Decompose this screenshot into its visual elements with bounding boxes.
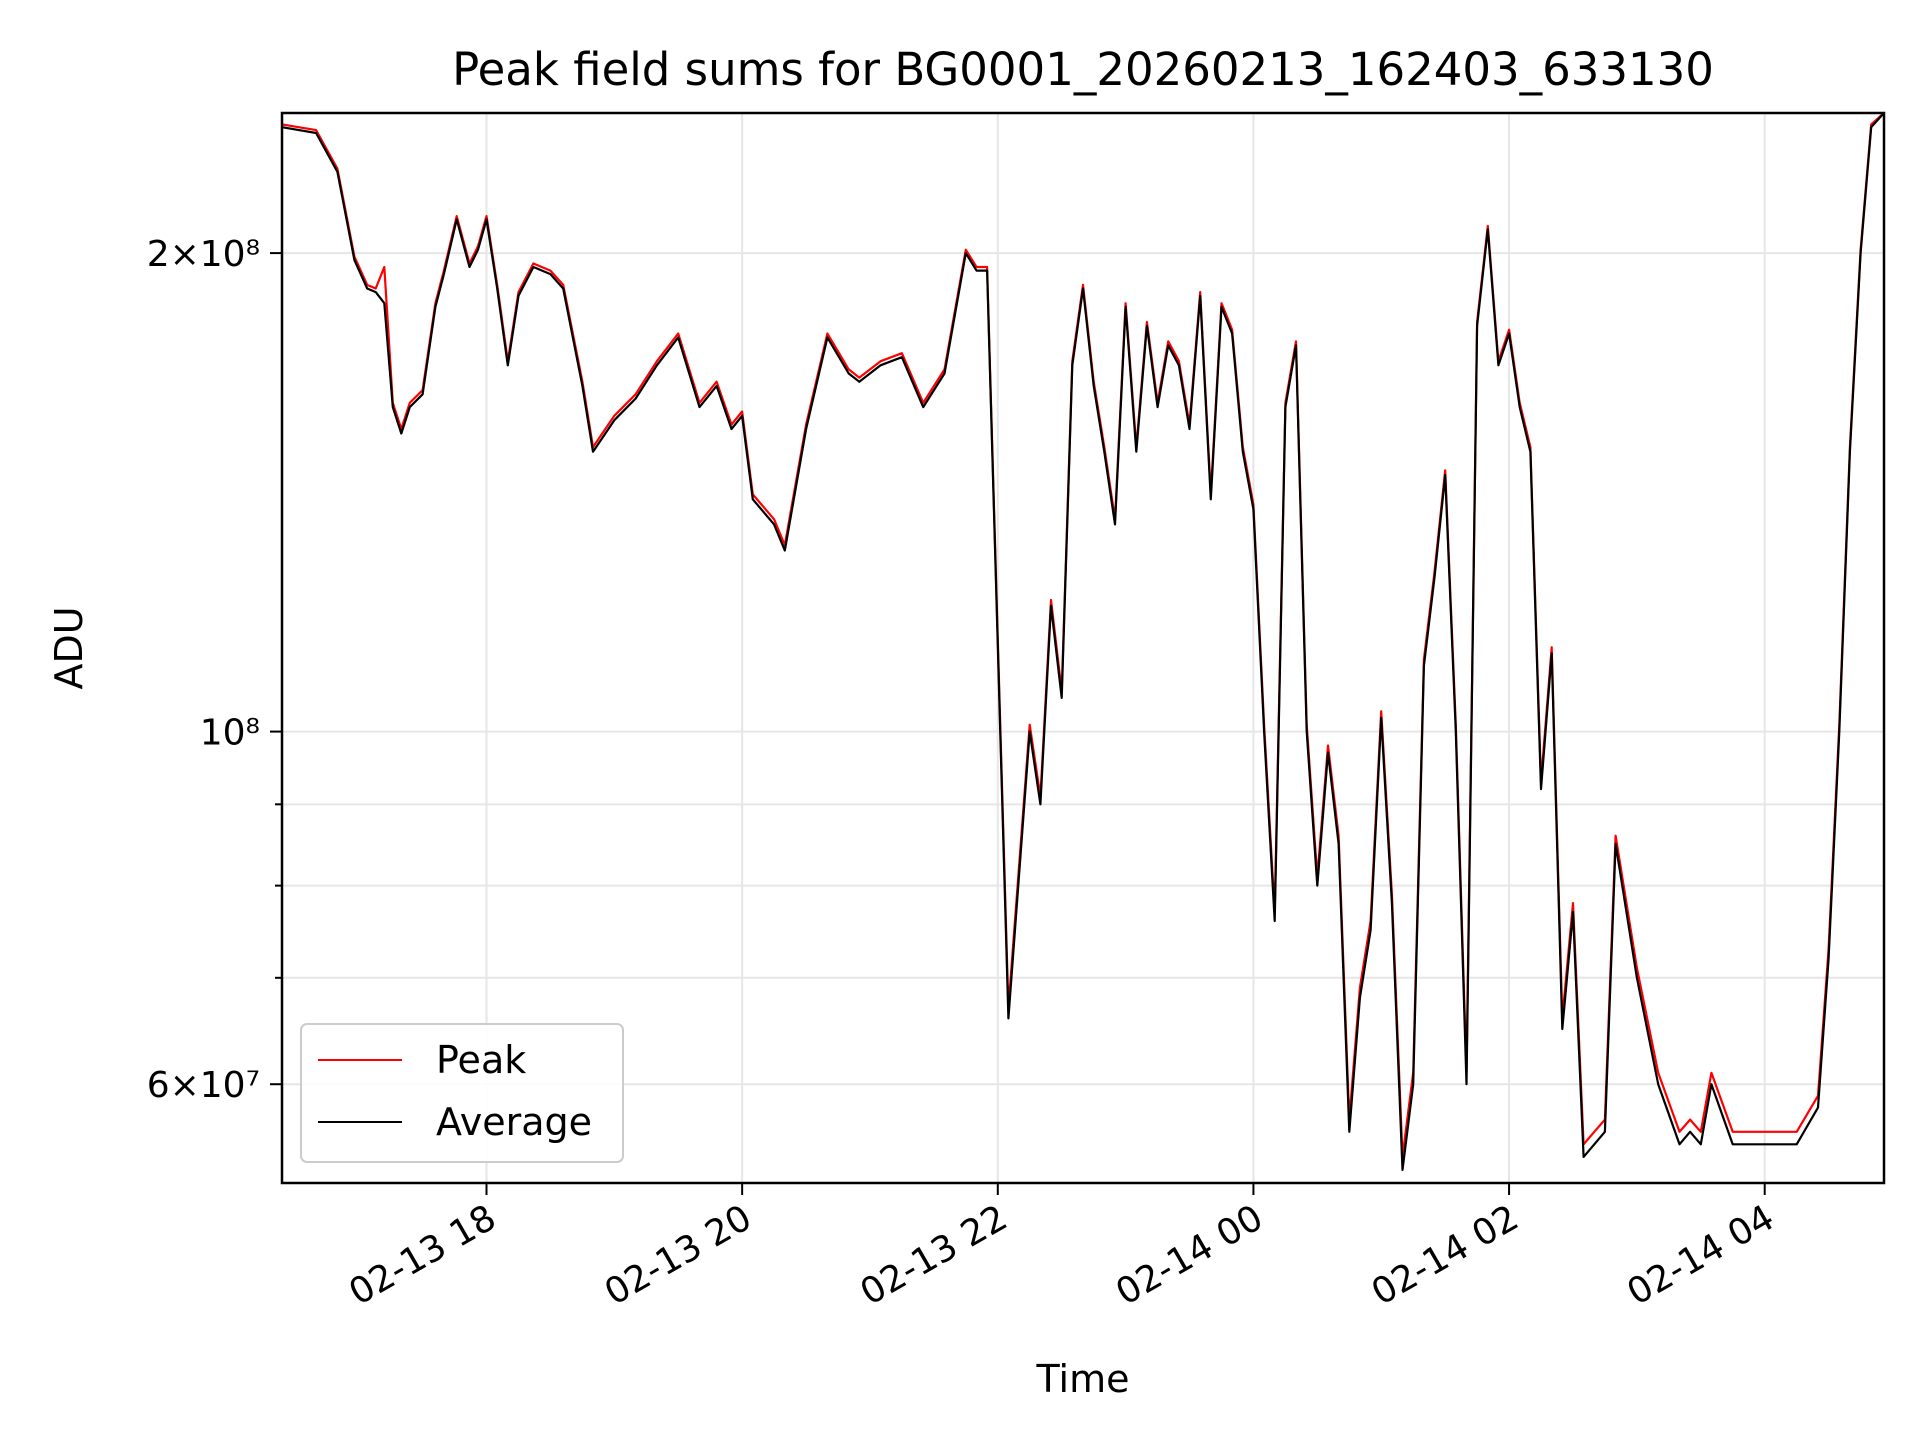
x-tick-label-1: 02-13 20 [598, 1197, 759, 1313]
series-layer [281, 112, 1885, 1172]
y-tick-label-2: 2×10⁸ [147, 234, 260, 275]
x-tick-label-4: 02-14 02 [1365, 1197, 1526, 1313]
legend-average-label: Average [436, 1100, 592, 1144]
grid [282, 113, 1884, 1183]
x-tick-label-0: 02-13 18 [342, 1197, 503, 1313]
plot-frame [280, 111, 1886, 1185]
legend: Peak Average [300, 1023, 624, 1163]
y-axis-label: ADU [47, 606, 91, 689]
y-tick-label-1: 10⁸ [200, 713, 260, 754]
x-tick-label-3: 02-14 00 [1109, 1197, 1270, 1313]
legend-peak-label: Peak [436, 1038, 526, 1082]
x-axis-label: Time [1036, 1357, 1130, 1401]
series-peak-line [281, 112, 1885, 1159]
y-tick-label-0: 6×10⁷ [147, 1065, 260, 1106]
x-tick-label-5: 02-14 04 [1621, 1197, 1782, 1313]
chart-title: Peak field sums for BG0001_20260213_1624… [452, 43, 1714, 96]
series-average-line [281, 112, 1885, 1172]
x-axis: 02-13 18 02-13 20 02-13 22 02-14 00 02-14 02… [342, 1183, 1781, 1314]
x-tick-label-2: 02-13 22 [854, 1197, 1015, 1313]
y-axis: 6×10⁷ 10⁸ 2×10⁸ [147, 234, 282, 1106]
legend-box [300, 1023, 624, 1163]
